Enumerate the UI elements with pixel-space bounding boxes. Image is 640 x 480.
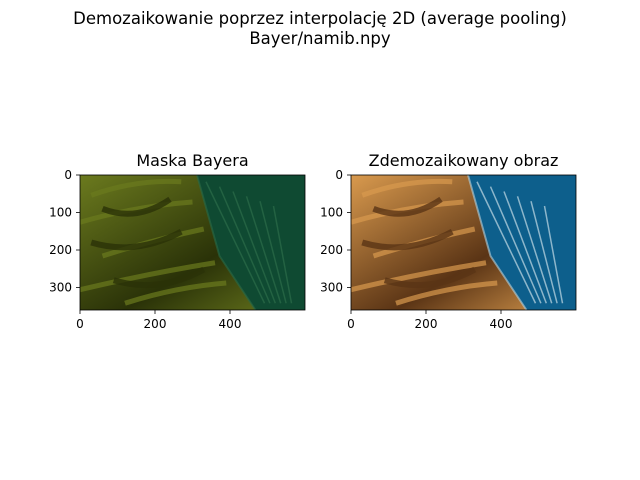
y-tick-label-1-100: 100 [49,206,72,220]
image-2 [351,175,576,310]
y-tick-label-2-0: 0 [335,168,343,182]
figure-suptitle-line2: Bayer/namib.npy [249,29,391,48]
x-tick-label-1-400: 400 [219,317,242,331]
axes-frame-1 [79,174,306,311]
x-tick-label-2-200: 200 [415,317,438,331]
x-tick-label-2-400: 400 [490,317,513,331]
y-tick-label-2-300: 300 [320,281,343,295]
x-tick-label-1-200: 200 [144,317,167,331]
y-tick-label-2-200: 200 [320,243,343,257]
axes-frame-2 [350,174,577,311]
subplot-title-1: Maska Bayera [136,151,248,170]
figure-suptitle-line1: Demozaikowanie poprzez interpolację 2D (… [73,9,567,28]
subplot-1: Maska Bayera 0 200 400 0 100 200 300 [49,151,306,331]
y-tick-label-1-300: 300 [49,281,72,295]
subplot-title-2: Zdemozaikowany obraz [369,151,559,170]
x-tick-label-2-0: 0 [347,317,355,331]
y-tick-label-1-0: 0 [64,168,72,182]
y-tick-label-2-100: 100 [320,206,343,220]
subplot-2: Zdemozaikowany obraz 0 200 400 0 100 200 300 [320,151,577,331]
image-1 [80,175,305,310]
y-tick-label-1-200: 200 [49,243,72,257]
x-tick-label-1-0: 0 [76,317,84,331]
